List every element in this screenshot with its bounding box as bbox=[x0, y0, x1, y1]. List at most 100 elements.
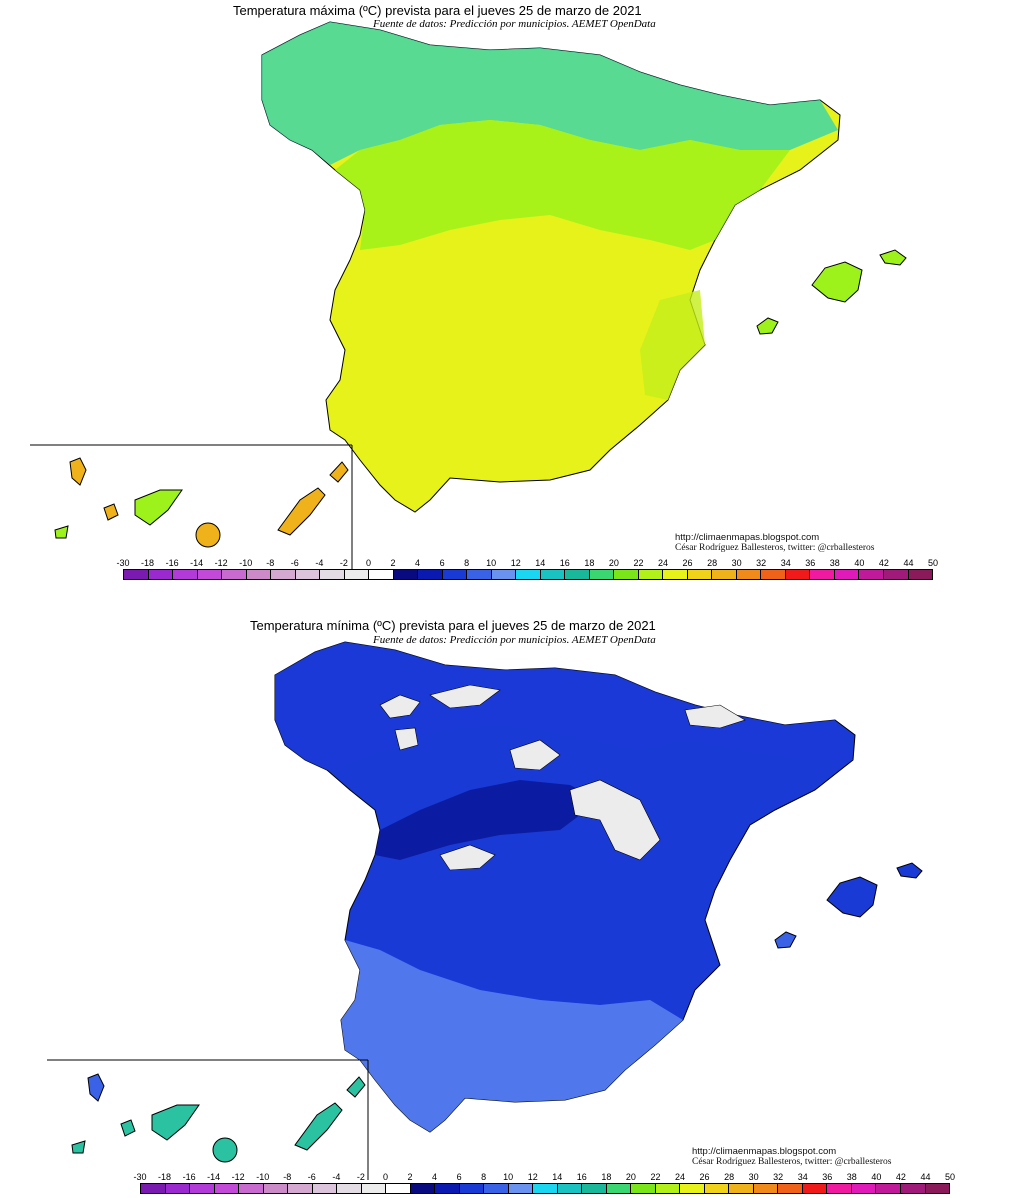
legend-tick-label: -12 bbox=[214, 558, 228, 568]
legend-tick-label: 16 bbox=[559, 558, 570, 568]
legend-tick-label: -8 bbox=[266, 558, 275, 568]
frost-patches bbox=[379, 684, 746, 871]
legend-swatch bbox=[785, 570, 811, 579]
legend-swatch bbox=[736, 570, 762, 579]
legend-tick-label: 8 bbox=[464, 558, 470, 568]
map-credit: http://climaenmapas.blogspot.com César R… bbox=[675, 532, 874, 554]
legend-swatch bbox=[729, 1184, 754, 1193]
legend-swatch bbox=[631, 1184, 656, 1193]
legend-ticks: -30 -18 -16 -14 -12 -10 -8 -6 -4 -2 0 2 4 6 8 10 12 14 16 1… bbox=[133, 1172, 955, 1183]
legend-swatch bbox=[271, 570, 296, 579]
legend-swatch bbox=[459, 1184, 485, 1193]
legend-tick-label: 22 bbox=[650, 1172, 661, 1182]
legend-swatch bbox=[393, 570, 419, 579]
legend-tick-label: 32 bbox=[773, 1172, 784, 1182]
legend-swatch bbox=[442, 570, 468, 579]
legend-tick-label: -2 bbox=[356, 1172, 365, 1182]
ibiza bbox=[774, 931, 797, 949]
legend-tick-label: -10 bbox=[239, 558, 253, 568]
legend-tick-label: 16 bbox=[576, 1172, 587, 1182]
legend-swatch bbox=[141, 1184, 166, 1193]
legend-swatch bbox=[467, 570, 492, 579]
legend-swatch bbox=[614, 570, 639, 579]
legend-swatch bbox=[190, 1184, 215, 1193]
legend-swatch bbox=[859, 570, 884, 579]
menorca bbox=[896, 862, 923, 879]
south-light-band bbox=[341, 940, 683, 1132]
legend-swatch bbox=[312, 1184, 338, 1193]
legend-swatch bbox=[557, 1184, 583, 1193]
legend-swatch bbox=[361, 1184, 387, 1193]
legend-swatch bbox=[802, 1184, 828, 1193]
ibiza bbox=[756, 317, 779, 335]
legend-swatch bbox=[222, 570, 247, 579]
legend-tick-label: 26 bbox=[699, 1172, 710, 1182]
legend-tick-label: -30 bbox=[133, 1172, 147, 1182]
legend-tick-label: 6 bbox=[456, 1172, 462, 1182]
legend-tick-label: 42 bbox=[878, 558, 889, 568]
legend-swatch bbox=[663, 570, 688, 579]
mallorca bbox=[811, 261, 863, 303]
min-temperature-map bbox=[47, 641, 923, 1180]
legend-swatch bbox=[753, 1184, 779, 1193]
max-temperature-panel: Temperatura máxima (ºC) prevista para el… bbox=[0, 0, 1024, 590]
legend-swatch bbox=[197, 570, 223, 579]
legend-tick-label: 34 bbox=[797, 1172, 808, 1182]
legend-swatch bbox=[165, 1184, 191, 1193]
legend-swatch bbox=[778, 1184, 803, 1193]
legend-swatch bbox=[148, 570, 174, 579]
legend-tick-label: 44 bbox=[920, 1172, 931, 1182]
legend-tick-label: 24 bbox=[674, 1172, 685, 1182]
canary-islands bbox=[54, 457, 349, 548]
legend-tick-label: 20 bbox=[625, 1172, 636, 1182]
legend-tick-label: 10 bbox=[486, 558, 497, 568]
legend-swatch bbox=[704, 1184, 730, 1193]
legend-swatch bbox=[288, 1184, 313, 1193]
legend-tick-label: -6 bbox=[290, 558, 299, 568]
legend-tick-label: -10 bbox=[256, 1172, 270, 1182]
legend-swatch bbox=[214, 1184, 240, 1193]
legend-swatch bbox=[533, 1184, 558, 1193]
legend-tick-label: 2 bbox=[390, 558, 396, 568]
legend-colorbar bbox=[140, 1183, 950, 1194]
legend-tick-label: 12 bbox=[510, 558, 521, 568]
legend-tick-label: 20 bbox=[608, 558, 619, 568]
legend-swatch bbox=[638, 570, 664, 579]
legend-tick-label: 28 bbox=[724, 1172, 735, 1182]
legend-swatch bbox=[516, 570, 541, 579]
legend-tick-label: 28 bbox=[707, 558, 718, 568]
min-temperature-panel: Temperatura mínima (ºC) prevista para el… bbox=[0, 610, 1024, 1198]
legend-swatch bbox=[410, 1184, 436, 1193]
legend-tick-label: 40 bbox=[871, 1172, 882, 1182]
legend-tick-label: -6 bbox=[307, 1172, 316, 1182]
credit-url[interactable]: http://climaenmapas.blogspot.com bbox=[675, 532, 820, 543]
legend-swatch bbox=[246, 570, 272, 579]
legend-tick-label: 18 bbox=[584, 558, 595, 568]
legend-swatch bbox=[761, 570, 786, 579]
map-subtitle: Fuente de datos: Predicción por municipi… bbox=[373, 18, 656, 30]
legend-tick-label: -8 bbox=[283, 1172, 292, 1182]
legend-swatch bbox=[876, 1184, 901, 1193]
legend-tick-label: -16 bbox=[165, 558, 179, 568]
legend-tick-label: 34 bbox=[780, 558, 791, 568]
map-title: Temperatura máxima (ºC) prevista para el… bbox=[233, 3, 642, 18]
legend-colorbar bbox=[123, 569, 933, 580]
legend-swatch bbox=[344, 570, 370, 579]
legend-tick-label: -30 bbox=[116, 558, 130, 568]
legend-swatch bbox=[386, 1184, 411, 1193]
legend-tick-label: 30 bbox=[731, 558, 742, 568]
map-subtitle: Fuente de datos: Predicción por municipi… bbox=[373, 634, 656, 646]
legend-tick-label: 42 bbox=[895, 1172, 906, 1182]
legend-tick-label: 50 bbox=[944, 1172, 956, 1182]
legend-swatch bbox=[834, 570, 860, 579]
legend-tick-label: 10 bbox=[503, 1172, 514, 1182]
legend-swatch bbox=[900, 1184, 926, 1193]
legend-tick-label: 22 bbox=[633, 558, 644, 568]
menorca bbox=[879, 249, 907, 266]
legend-tick-label: -4 bbox=[315, 558, 324, 568]
legend-tick-label: 14 bbox=[552, 1172, 563, 1182]
legend-swatch bbox=[680, 1184, 705, 1193]
credit-url[interactable]: http://climaenmapas.blogspot.com bbox=[692, 1146, 837, 1157]
legend-tick-label: 12 bbox=[527, 1172, 538, 1182]
legend-tick-label: 24 bbox=[657, 558, 668, 568]
